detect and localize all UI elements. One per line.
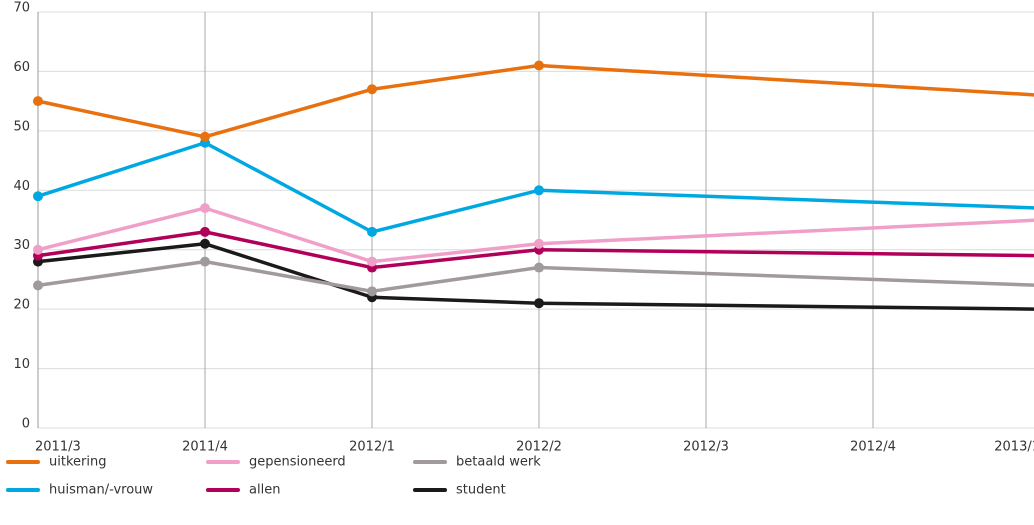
legend-label: student — [456, 483, 506, 498]
x-tick-label: 2011/3 — [35, 440, 81, 455]
y-tick-label: 30 — [13, 238, 30, 253]
x-tick-label: 2012/4 — [850, 440, 896, 455]
point — [367, 286, 377, 297]
y-tick-label: 50 — [13, 119, 30, 134]
x-tick-label: 2012/2 — [516, 440, 562, 455]
legend-label: uitkering — [49, 455, 106, 470]
point — [200, 226, 210, 237]
point — [33, 191, 43, 202]
x-tick-label: 2012/3 — [683, 440, 729, 455]
y-tick-label: 20 — [13, 298, 30, 313]
point — [33, 96, 43, 107]
point — [367, 226, 377, 237]
point — [200, 203, 210, 214]
point — [200, 256, 210, 267]
point — [200, 238, 210, 249]
point — [534, 298, 544, 309]
x-tick-label: 2011/4 — [182, 440, 228, 455]
y-tick-label: 70 — [13, 1, 30, 16]
point — [200, 131, 210, 142]
point — [367, 84, 377, 95]
legend-label: betaald werk — [456, 455, 541, 470]
point — [33, 280, 43, 291]
legend-label: gepensioneerd — [249, 455, 346, 470]
y-tick-label: 40 — [13, 179, 30, 194]
legend-label: huisman/-vrouw — [49, 483, 153, 498]
series-line — [37, 63, 1034, 139]
point — [33, 244, 43, 255]
y-tick-label: 10 — [13, 357, 30, 372]
x-tick-label: 2012/1 — [349, 440, 395, 455]
point — [367, 256, 377, 267]
y-tick-label: 0 — [22, 417, 30, 432]
point — [534, 262, 544, 273]
y-tick-label: 60 — [13, 60, 30, 75]
point — [534, 60, 544, 71]
x-tick-label: 2013/1 — [994, 440, 1034, 455]
point — [534, 185, 544, 196]
legend-label: allen — [249, 483, 280, 498]
point — [534, 238, 544, 249]
